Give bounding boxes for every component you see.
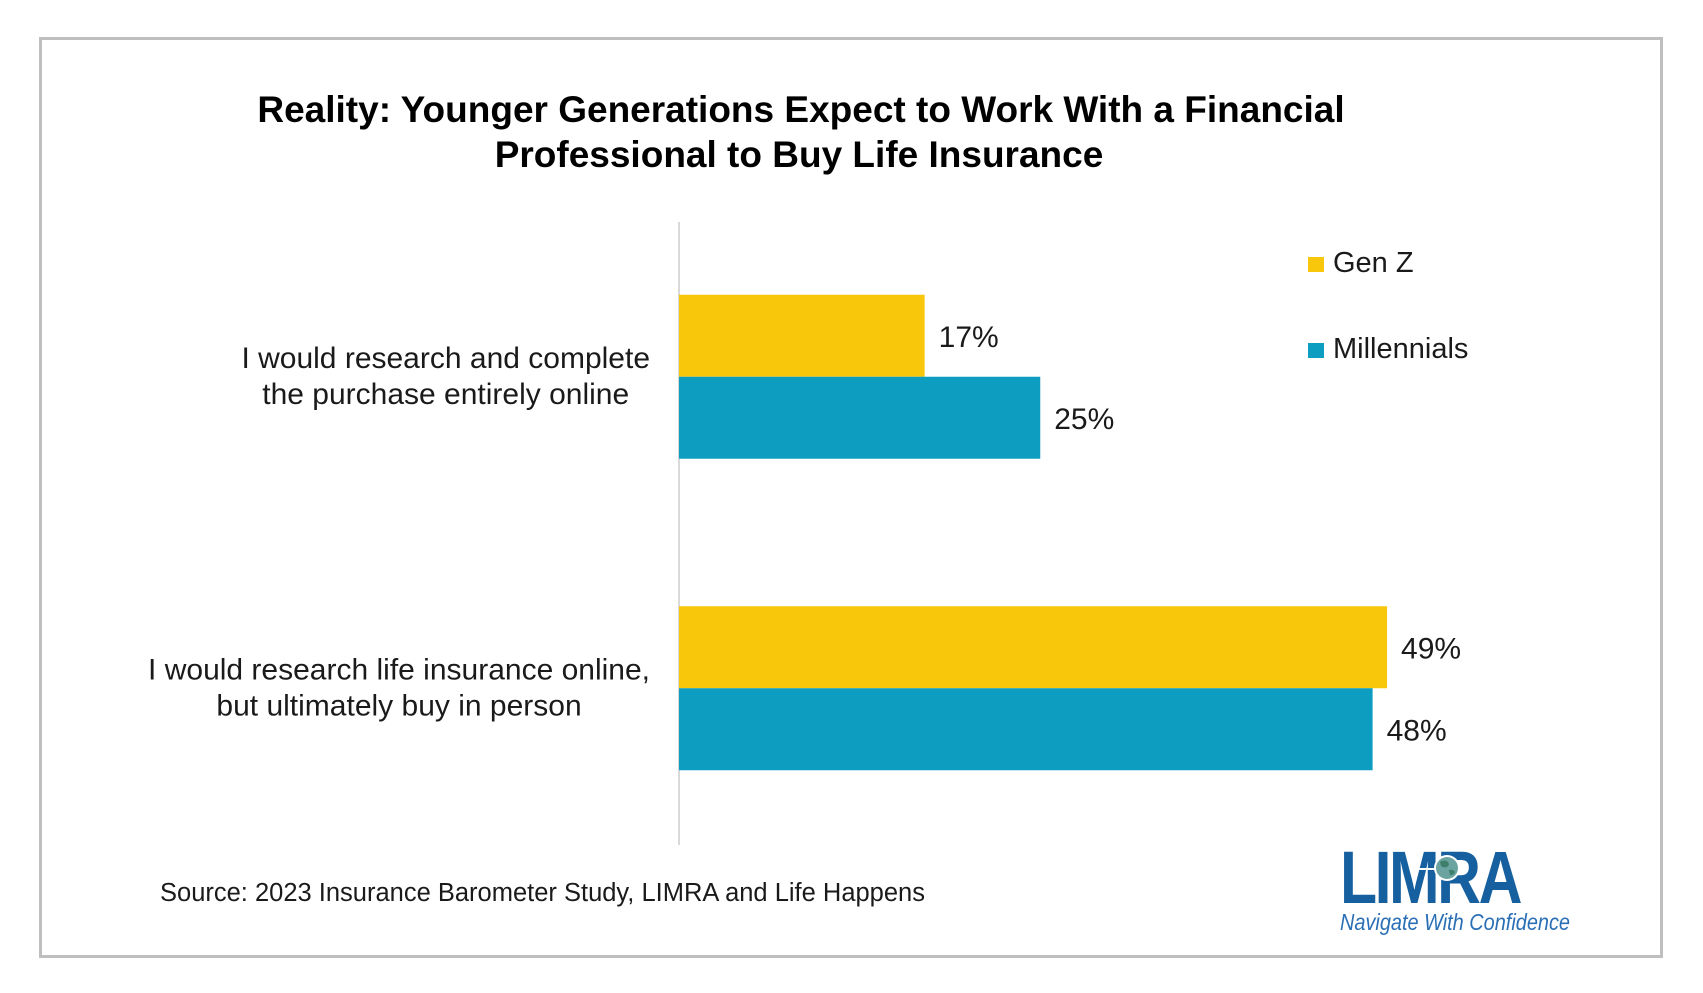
chart-title: Reality: Younger Generations Expect to W… [257,89,1344,175]
data-label: 25% [1054,403,1114,436]
legend-swatch [1308,343,1324,358]
limra-logo: LIMRA Navigate With Confidence [1340,836,1570,935]
legend-item: Millennials [1308,333,1468,365]
bars [679,294,1388,771]
data-labels: 17% 25% 49% 48% [939,321,1461,748]
data-label: 48% [1387,714,1447,747]
chart-title-line-1: Reality: Younger Generations Expect to W… [257,89,1344,130]
legend-label: Gen Z [1333,247,1414,279]
category-label-line: but ultimately buy in person [216,689,581,722]
logo-wordmark: LIMRA [1340,836,1521,919]
source-note: Source: 2023 Insurance Barometer Study, … [160,879,925,907]
legend-swatch [1308,257,1324,272]
category-label: I would research life insurance online,b… [148,653,650,722]
legend-label: Millennials [1333,333,1468,365]
category-label-line: I would research and complete [241,342,650,375]
bar-gen-z [679,606,1388,689]
chart-frame [39,37,1663,958]
data-label: 17% [939,321,999,354]
legend: Gen Z Millennials [1308,247,1468,365]
bar-gen-z [679,294,925,377]
category-label-line: I would research life insurance online, [148,653,650,686]
globe-icon [1418,855,1460,881]
chart-title-line-2: Professional to Buy Life Insurance [495,134,1104,175]
data-label: 49% [1401,632,1461,665]
legend-item: Gen Z [1308,247,1414,279]
category-label-line: the purchase entirely online [262,378,629,411]
bar-millennials [679,376,1041,459]
logo-tagline: Navigate With Confidence [1340,909,1570,935]
bar-millennials [679,688,1373,771]
